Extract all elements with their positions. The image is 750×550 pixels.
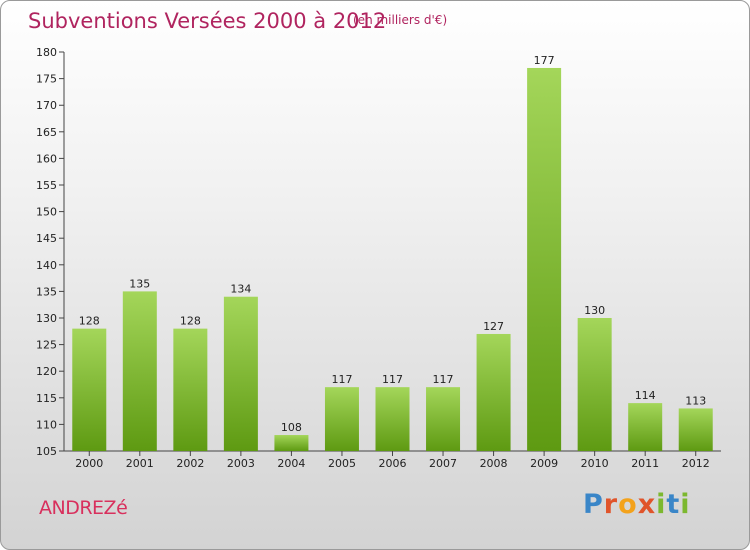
bar-2002 (173, 328, 208, 451)
y-tick-label: 120 (36, 365, 57, 378)
x-tick-label: 2000 (75, 457, 103, 470)
y-tick-label: 130 (36, 312, 57, 325)
x-tick-label: 2007 (429, 457, 457, 470)
commune-name: ANDREZé (39, 497, 128, 519)
x-tick-label: 2010 (581, 457, 609, 470)
y-tick-label: 110 (36, 418, 57, 431)
x-tick-label: 2001 (126, 457, 154, 470)
chart-subtitle: (en milliers d'€) (353, 13, 448, 27)
x-tick-label: 2011 (631, 457, 659, 470)
y-tick-label: 115 (36, 392, 57, 405)
bar-2004 (274, 435, 309, 451)
logo-letter: i (680, 489, 691, 520)
bar-2008 (476, 333, 511, 451)
y-tick-label: 135 (36, 285, 57, 298)
y-tick-label: 145 (36, 232, 57, 245)
y-tick-label: 105 (36, 445, 57, 458)
bar-2001 (122, 291, 157, 451)
chart-axes: 105 110 115 120 125 130 135 140 145 150 155 160 165 1… (36, 46, 721, 458)
y-tick-label: 155 (36, 179, 57, 192)
bar-value-label: 117 (331, 373, 352, 386)
bar-2003 (223, 296, 258, 451)
bar-2007 (426, 387, 461, 451)
bar-value-label: 177 (534, 54, 555, 67)
y-tick-label: 160 (36, 152, 57, 165)
bar-value-label: 130 (584, 304, 605, 317)
x-tick-label: 2009 (530, 457, 558, 470)
bar-2000 (72, 328, 107, 451)
bar-value-label: 114 (635, 389, 656, 402)
bar-value-label: 117 (382, 373, 403, 386)
x-tick-label: 2002 (176, 457, 204, 470)
bar-value-label: 128 (79, 315, 100, 328)
chart-bars (72, 67, 713, 452)
x-tick-label: 2006 (379, 457, 407, 470)
bar-value-label: 108 (281, 421, 302, 434)
bar-value-label: 127 (483, 320, 504, 333)
logo-letter: t (666, 489, 681, 520)
logo-letter: x (637, 489, 657, 520)
logo-letter: o (618, 489, 638, 520)
logo-letter: i (656, 489, 667, 520)
bar-value-label: 117 (433, 373, 454, 386)
proxiti-logo: Proxiti (583, 489, 691, 520)
chart-title: Subventions Versées 2000 à 2012 (28, 9, 387, 33)
bar-2012 (678, 408, 713, 451)
chart-labels: 2000 128 2001 135 2002 128 2003 134 2004 108 2005 1… (75, 54, 709, 470)
y-tick-label: 180 (36, 46, 57, 59)
x-tick-label: 2008 (480, 457, 508, 470)
x-tick-label: 2012 (682, 457, 710, 470)
y-tick-label: 140 (36, 259, 57, 272)
y-tick-label: 165 (36, 126, 57, 139)
bar-value-label: 128 (180, 315, 201, 328)
bar-2010 (577, 318, 612, 451)
logo-letter: r (603, 489, 619, 520)
bar-value-label: 134 (230, 283, 251, 296)
bar-2009 (527, 67, 562, 452)
x-tick-label: 2003 (227, 457, 255, 470)
y-tick-label: 125 (36, 339, 57, 352)
y-tick-label: 150 (36, 206, 57, 219)
x-tick-label: 2005 (328, 457, 356, 470)
y-tick-label: 170 (36, 99, 57, 112)
logo-letter: P (583, 489, 604, 520)
bar-2006 (375, 387, 410, 451)
y-tick-label: 175 (36, 73, 57, 86)
bar-value-label: 113 (685, 394, 706, 407)
bar-value-label: 135 (129, 277, 150, 290)
bar-2005 (324, 387, 359, 451)
bar-2011 (628, 403, 663, 451)
x-tick-label: 2004 (277, 457, 305, 470)
